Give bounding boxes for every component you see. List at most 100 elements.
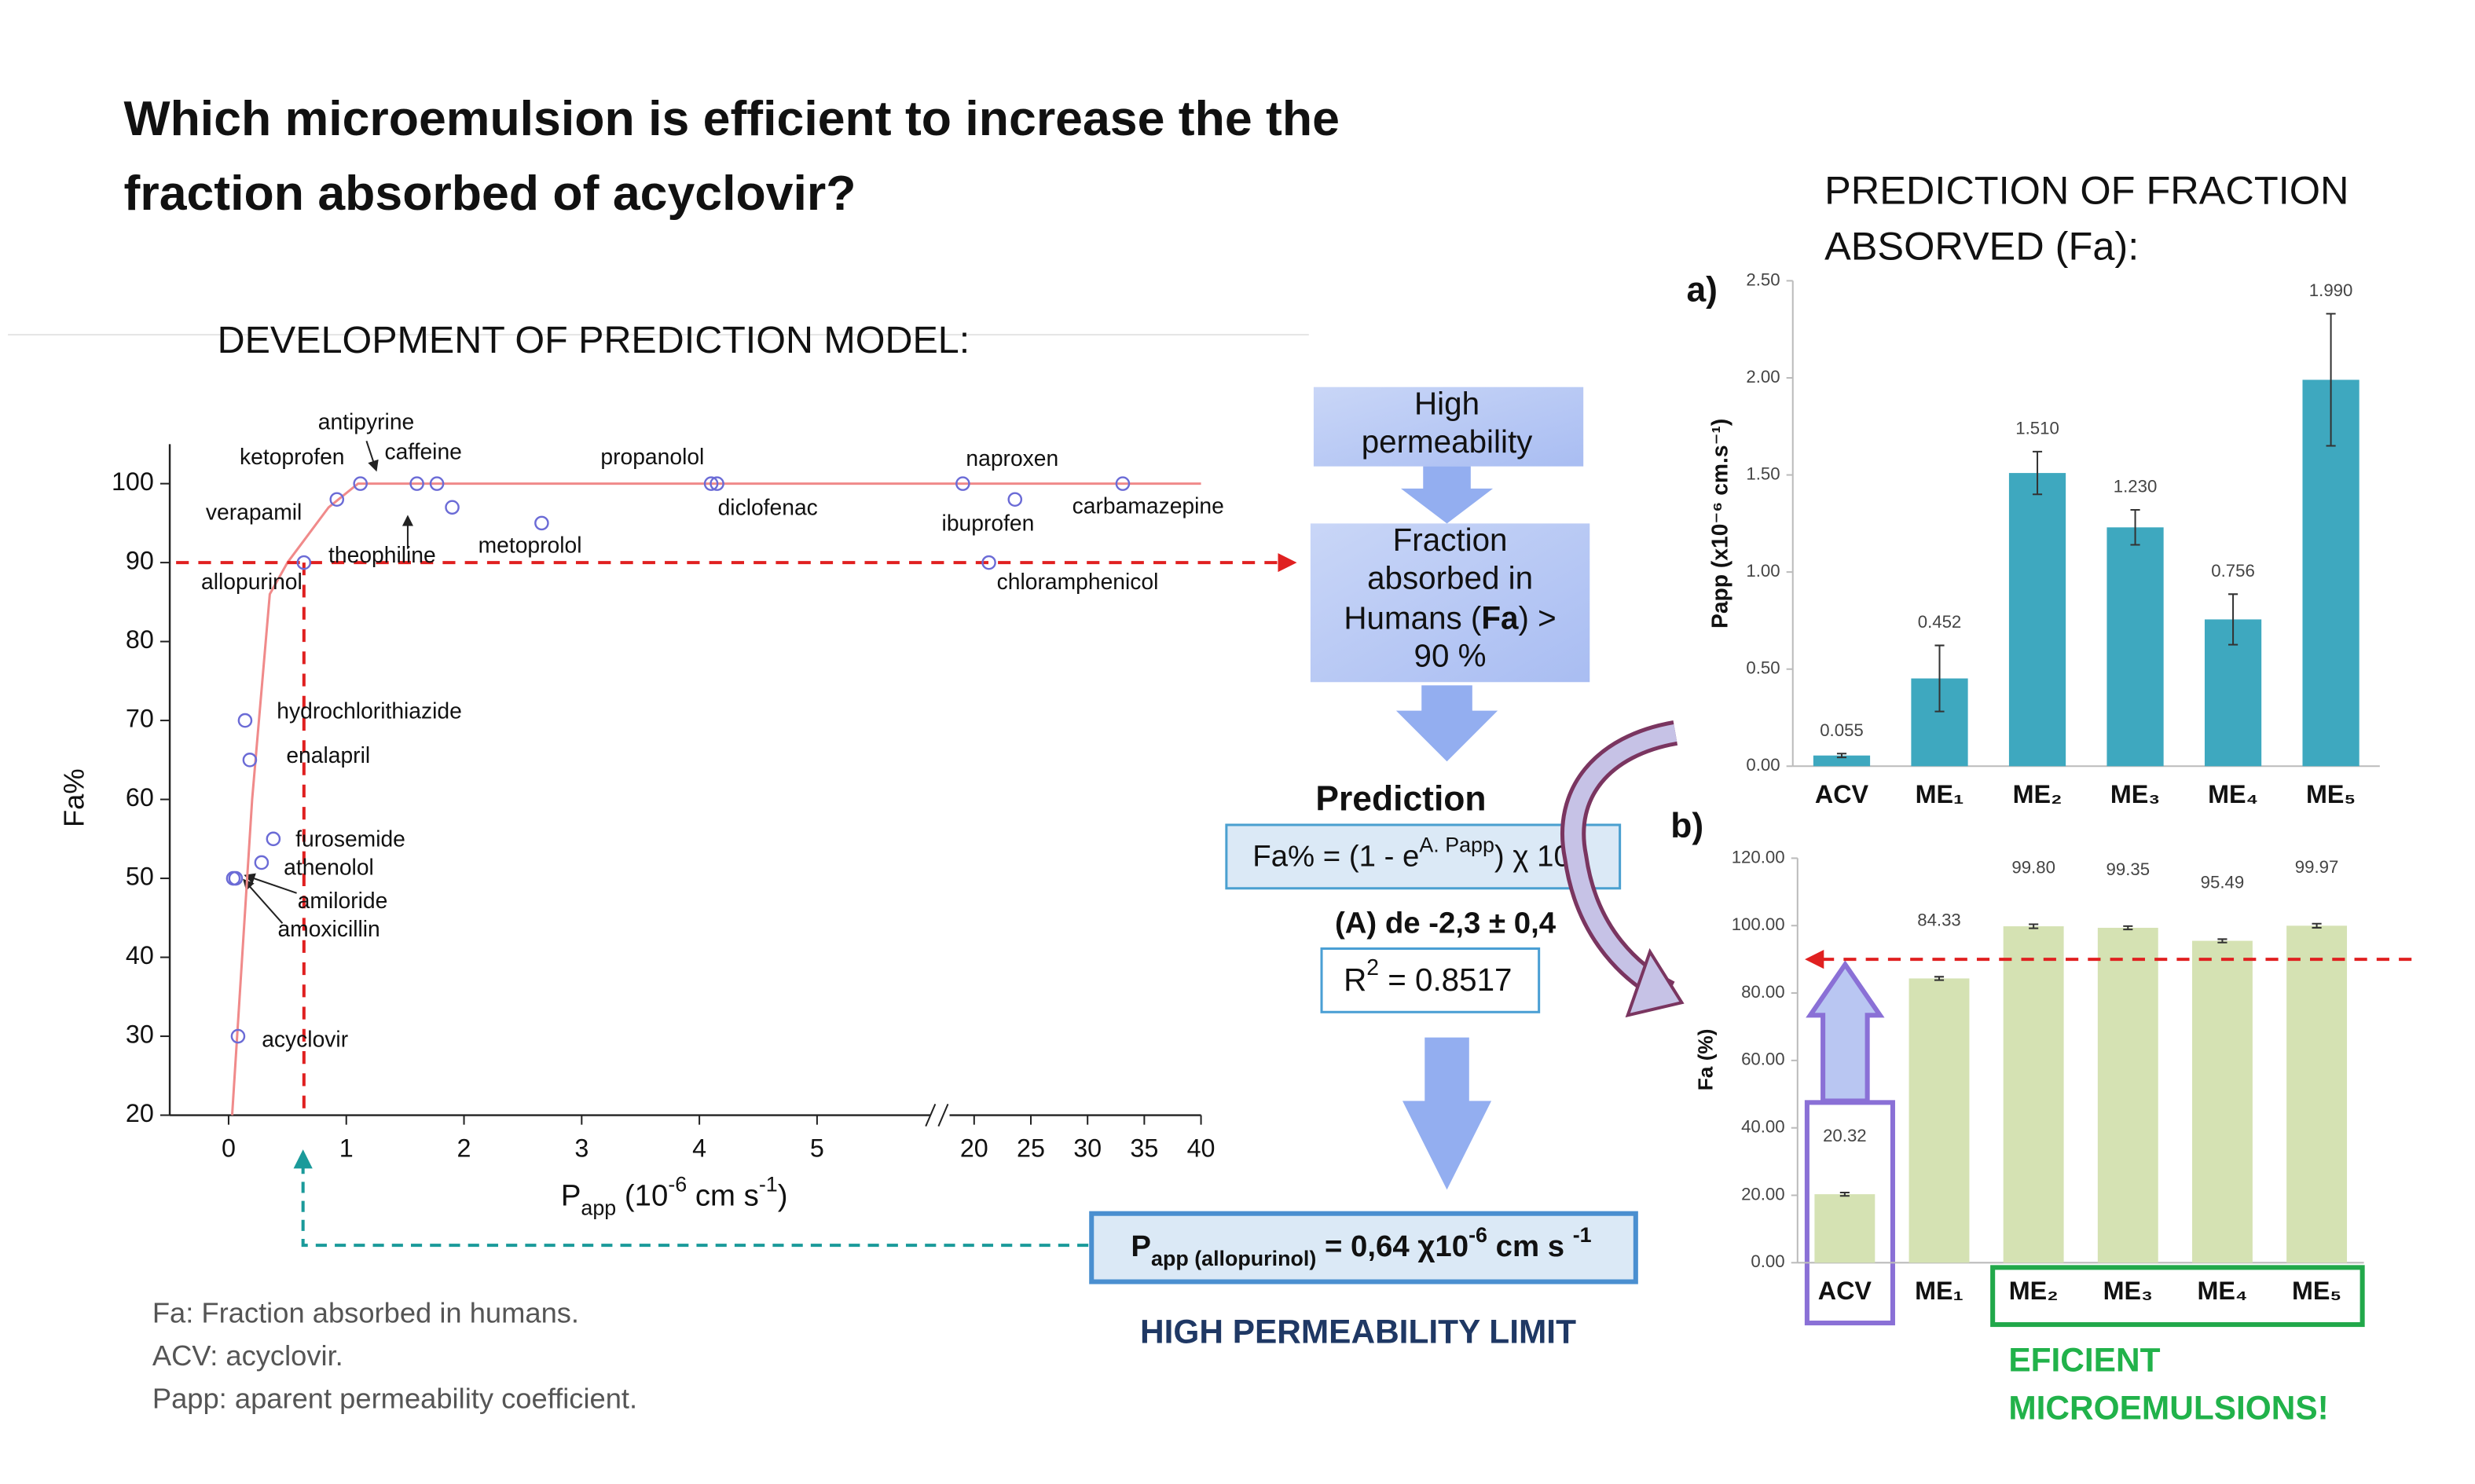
bar <box>2097 928 2158 1263</box>
value-label: 95.49 <box>2201 873 2245 892</box>
text-part: cm s <box>1487 1229 1573 1263</box>
highlight-box <box>1990 1265 2365 1328</box>
label-part: (10 <box>616 1179 668 1213</box>
right-heading: PREDICTION OF FRACTION <box>1824 168 2348 213</box>
y-tick-label: 0.00 <box>1751 1251 1784 1271</box>
y-tick-label: 1.50 <box>1746 464 1780 483</box>
x-tick-label: ME₅ <box>2306 780 2356 808</box>
y-tick-label: 60 <box>126 783 154 812</box>
y-axis-label: Fa% <box>58 768 90 827</box>
data-point <box>230 1028 246 1044</box>
error-bar <box>1839 1191 1850 1197</box>
error-bar <box>2130 509 2140 546</box>
data-point <box>710 476 724 491</box>
y-tick-label: 20 <box>126 1099 154 1127</box>
y-tick-label: 80 <box>126 625 154 654</box>
error-bar <box>2123 925 2133 931</box>
annotation-arrow <box>243 878 284 924</box>
error-bar <box>1934 976 1945 981</box>
flow-text: High <box>1414 386 1480 422</box>
value-label: 1.230 <box>2114 477 2158 496</box>
flow-text: Fraction <box>1393 522 1508 558</box>
value-label: 0.055 <box>1820 720 1864 740</box>
x-tick-label: 40 <box>1187 1134 1216 1162</box>
x-tick-label: ME₃ <box>2110 780 2160 808</box>
data-point <box>237 713 253 728</box>
annotation-arrow <box>365 441 379 472</box>
data-point <box>955 476 970 491</box>
right-heading: ABSORVED (Fa): <box>1824 223 2139 268</box>
data-point <box>242 753 258 768</box>
x-tick-label: ACV <box>1815 780 1869 808</box>
value-label: 84.33 <box>1917 911 1961 930</box>
flow-box <box>1310 523 1590 683</box>
point-label: diclofenac <box>718 494 818 519</box>
x-tick-label: ME₁ <box>1916 780 1964 808</box>
flow-text: absorbed in <box>1367 560 1533 596</box>
y-tick-label: 70 <box>126 705 154 733</box>
flow-arrow <box>1400 466 1494 524</box>
label-part: -6 <box>668 1173 687 1196</box>
text-part: A. Papp <box>1419 834 1494 857</box>
text-part: ) > <box>1519 599 1556 636</box>
label-part: ) <box>778 1179 788 1213</box>
text-part: = 0.8517 <box>1379 962 1512 998</box>
x-tick-label: 35 <box>1130 1134 1158 1162</box>
formula-box <box>1225 823 1622 890</box>
data-point <box>981 555 996 570</box>
y-axis-label: Papp (x10⁻⁶ cm.s⁻¹) <box>1707 419 1732 628</box>
error-bar <box>2326 313 2336 447</box>
point-label: naproxen <box>966 445 1058 471</box>
bar <box>2008 473 2066 767</box>
bar <box>2003 926 2064 1263</box>
y-tick-label: 0.50 <box>1746 658 1780 678</box>
value-label: 99.80 <box>2011 858 2055 878</box>
text-part: = 0,64 χ10 <box>1316 1229 1468 1263</box>
y-tick-label: 120.00 <box>1732 847 1785 867</box>
label-part: cm s <box>687 1179 759 1213</box>
panel-label: a) <box>1686 270 1717 309</box>
point-label: metoprolol <box>478 533 582 558</box>
value-label: 99.97 <box>2295 857 2339 877</box>
point-label: ketoprofen <box>240 444 345 469</box>
value-label: 0.756 <box>2211 561 2255 581</box>
y-tick-label: 40 <box>126 941 154 969</box>
bar <box>2286 925 2348 1263</box>
y-axis-label: Fa (%) <box>1694 1028 1718 1090</box>
y-tick-label: 60.00 <box>1741 1050 1785 1069</box>
x-tick-label: 5 <box>810 1134 824 1162</box>
flow-heading: Prediction <box>1315 779 1486 818</box>
label-part: P <box>561 1179 581 1213</box>
limit-box <box>1089 1211 1638 1284</box>
x-tick-label: ME₂ <box>2013 780 2062 808</box>
flow-arrow <box>1402 1037 1492 1190</box>
y-tick-label: 100.00 <box>1732 914 1785 934</box>
bar <box>1908 978 1970 1263</box>
annotation-arrow <box>244 873 297 894</box>
x-tick-label: 3 <box>574 1134 588 1162</box>
bar <box>1814 1194 1876 1263</box>
data-point <box>266 831 281 847</box>
x-tick-label: 20 <box>960 1134 988 1162</box>
x-tick-label: ME₅ <box>2292 1277 2341 1305</box>
x-tick-label: ME₃ <box>2103 1277 2153 1305</box>
y-tick-label: 100 <box>112 467 154 496</box>
text-part: app (allopurinol) <box>1151 1247 1316 1270</box>
r2: R2 = 0.8517 <box>1344 955 1512 997</box>
point-label: theophiline <box>328 542 436 567</box>
error-bar <box>1836 753 1847 759</box>
x-tick-label: 4 <box>692 1134 706 1162</box>
arrow-head <box>1625 947 1685 1018</box>
flow-arrow <box>1395 685 1498 762</box>
point-label: ibuprofen <box>942 511 1035 536</box>
bar <box>2106 527 2164 767</box>
label-part: app <box>581 1196 616 1220</box>
y-tick-label: 80.00 <box>1741 982 1785 1002</box>
x-tick-label: 2 <box>457 1134 471 1162</box>
data-point <box>353 476 368 491</box>
point-label: amiloride <box>298 888 388 913</box>
bar <box>1813 755 1871 767</box>
data-point <box>445 500 460 515</box>
y-tick-label: 0.00 <box>1746 755 1780 775</box>
